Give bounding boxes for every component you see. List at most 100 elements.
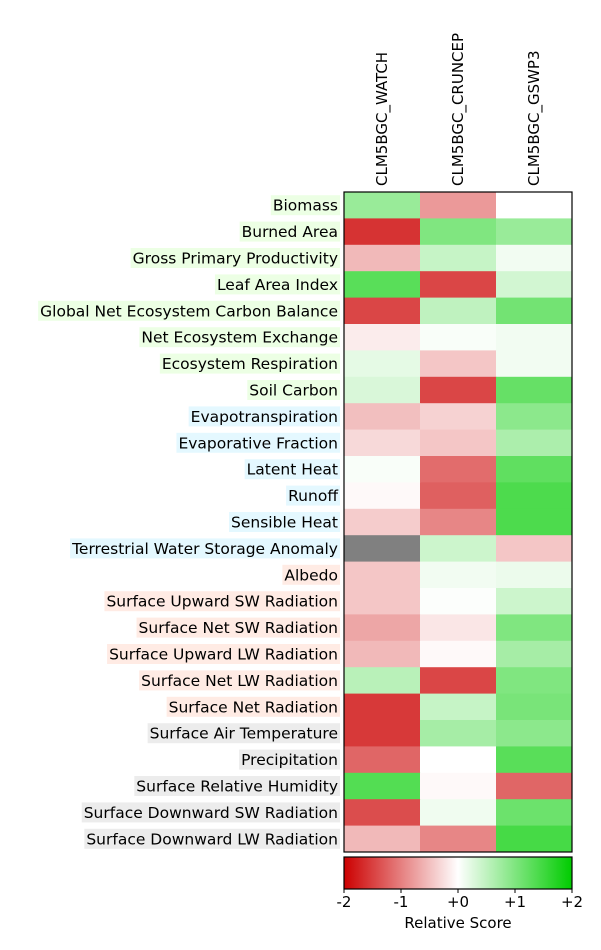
cell-evaporative-fraction-clm5bgc-watch <box>344 429 421 457</box>
row-label-background <box>214 274 340 295</box>
row-label-global-net-ecosystem-carbon-balance: Global Net Ecosystem Carbon Balance <box>38 300 340 321</box>
colorbar-tick-label: +0 <box>447 893 469 911</box>
row-label-text: Terrestrial Water Storage Anomaly <box>71 540 338 558</box>
colorbar-gradient <box>343 856 573 890</box>
cell-gross-primary-productivity-clm5bgc-gswp3 <box>496 244 573 272</box>
row-label-background <box>176 432 340 453</box>
cell-gross-primary-productivity-clm5bgc-watch <box>344 244 421 272</box>
cell-albedo-clm5bgc-watch <box>344 561 421 589</box>
cell-surface-net-lw-radiation-clm5bgc-gswp3 <box>496 667 573 694</box>
cell-surface-net-radiation-clm5bgc-gswp3 <box>496 693 573 721</box>
row-label-burned-area: Burned Area <box>239 221 340 242</box>
row-label-background <box>139 327 340 348</box>
cell-soil-carbon-clm5bgc-cruncep <box>420 376 497 404</box>
row-label-background <box>107 644 340 664</box>
cell-surface-net-sw-radiation-clm5bgc-cruncep <box>420 614 497 642</box>
cell-burned-area-clm5bgc-cruncep <box>420 218 497 246</box>
row-label-text: Surface Net LW Radiation <box>141 672 338 690</box>
row-label-background <box>282 564 340 585</box>
row-label-background <box>247 380 340 400</box>
cell-biomass-clm5bgc-cruncep <box>420 192 497 219</box>
cell-soil-carbon-clm5bgc-watch <box>344 376 421 404</box>
cell-surface-downward-sw-radiation-clm5bgc-watch <box>344 799 421 826</box>
row-label-surface-air-temperature: Surface Air Temperature <box>147 723 340 744</box>
row-label-background <box>70 538 340 559</box>
row-label-text: Leaf Area Index <box>217 276 338 294</box>
cell-evaporative-fraction-clm5bgc-cruncep <box>420 429 497 457</box>
row-label-background <box>134 776 340 796</box>
cell-biomass-clm5bgc-watch <box>344 192 421 219</box>
row-labels: Biomass Burned Area Gross Primary Producti… <box>38 195 340 849</box>
row-label-background <box>136 617 340 638</box>
cell-evapotranspiration-clm5bgc-watch <box>344 403 421 430</box>
row-label-text: Surface Relative Humidity <box>136 778 338 796</box>
row-label-surface-downward-sw-radiation: Surface Downward SW Radiation <box>81 802 340 823</box>
row-label-background <box>104 591 340 612</box>
cell-ecosystem-respiration-clm5bgc-gswp3 <box>496 350 573 378</box>
row-label-background <box>81 802 340 823</box>
heatmap-frame <box>343 191 573 853</box>
row-label-background <box>147 723 340 744</box>
row-label-background <box>239 221 340 242</box>
row-label-gross-primary-productivity: Gross Primary Productivity <box>130 248 340 268</box>
row-label-terrestrial-water-storage-anomaly: Terrestrial Water Storage Anomaly <box>70 538 340 559</box>
cell-evaporative-fraction-clm5bgc-gswp3 <box>496 429 573 457</box>
row-label-evapotranspiration: Evapotranspiration <box>188 406 340 427</box>
row-label-text: Soil Carbon <box>249 382 338 400</box>
cell-surface-downward-sw-radiation-clm5bgc-gswp3 <box>496 799 573 826</box>
cell-global-net-ecosystem-carbon-balance-clm5bgc-cruncep <box>420 297 497 325</box>
row-label-text: Surface Downward LW Radiation <box>86 830 338 848</box>
cell-leaf-area-index-clm5bgc-cruncep <box>420 271 497 298</box>
row-label-background <box>239 749 340 770</box>
cell-global-net-ecosystem-carbon-balance-clm5bgc-gswp3 <box>496 297 573 325</box>
cell-albedo-clm5bgc-gswp3 <box>496 561 573 589</box>
cell-soil-carbon-clm5bgc-gswp3 <box>496 376 573 404</box>
row-label-text: Surface Net Radiation <box>169 698 338 716</box>
row-label-background <box>270 195 340 216</box>
row-label-runoff: Runoff <box>286 485 340 506</box>
cell-surface-downward-sw-radiation-clm5bgc-cruncep <box>420 799 497 826</box>
cell-surface-net-sw-radiation-clm5bgc-watch <box>344 614 421 642</box>
row-label-net-ecosystem-exchange: Net Ecosystem Exchange <box>139 327 340 348</box>
row-label-text: Surface Downward SW Radiation <box>84 804 338 822</box>
row-label-background <box>130 248 340 268</box>
column-label-clm5bgc-cruncep: CLM5BGC_CRUNCEP <box>449 33 468 186</box>
cell-surface-upward-sw-radiation-clm5bgc-gswp3 <box>496 588 573 615</box>
cell-burned-area-clm5bgc-watch <box>344 218 421 246</box>
row-label-text: Gross Primary Productivity <box>133 250 338 268</box>
cell-surface-relative-humidity-clm5bgc-gswp3 <box>496 772 573 800</box>
row-label-text: Surface Net SW Radiation <box>139 619 338 637</box>
row-label-text: Surface Air Temperature <box>150 725 338 743</box>
row-label-text: Net Ecosystem Exchange <box>141 329 338 347</box>
row-label-text: Global Net Ecosystem Carbon Balance <box>40 302 338 320</box>
cell-net-ecosystem-exchange-clm5bgc-gswp3 <box>496 324 573 351</box>
cell-surface-air-temperature-clm5bgc-gswp3 <box>496 720 573 747</box>
cell-leaf-area-index-clm5bgc-gswp3 <box>496 271 573 298</box>
cell-ecosystem-respiration-clm5bgc-cruncep <box>420 350 497 378</box>
cell-precipitation-clm5bgc-watch <box>344 746 421 774</box>
cell-sensible-heat-clm5bgc-gswp3 <box>496 508 573 536</box>
row-label-soil-carbon: Soil Carbon <box>247 380 340 400</box>
column-labels: CLM5BGC_WATCH CLM5BGC_CRUNCEP CLM5BGC_GSWP… <box>373 33 544 186</box>
row-label-surface-upward-lw-radiation: Surface Upward LW Radiation <box>107 644 340 664</box>
cell-surface-upward-sw-radiation-clm5bgc-cruncep <box>420 588 497 615</box>
cell-terrestrial-water-storage-anomaly-clm5bgc-gswp3 <box>496 535 573 562</box>
colorbar-tick-label: +2 <box>561 893 583 911</box>
cell-evapotranspiration-clm5bgc-cruncep <box>420 403 497 430</box>
column-label-clm5bgc-gswp3: CLM5BGC_GSWP3 <box>525 50 544 186</box>
heatmap-cells <box>344 192 573 853</box>
row-label-background <box>139 670 340 691</box>
cell-terrestrial-water-storage-anomaly-clm5bgc-cruncep <box>420 535 497 562</box>
cell-runoff-clm5bgc-gswp3 <box>496 482 573 510</box>
cell-precipitation-clm5bgc-cruncep <box>420 746 497 774</box>
row-label-text: Sensible Heat <box>231 514 338 532</box>
row-label-text: Biomass <box>273 197 338 215</box>
colorbar: -2 -1 +0 +1 +2 Relative Score <box>337 856 583 932</box>
row-label-text: Evapotranspiration <box>191 408 338 426</box>
cell-terrestrial-water-storage-anomaly-clm5bgc-watch <box>344 535 421 562</box>
row-label-text: Latent Heat <box>247 461 338 479</box>
cell-biomass-clm5bgc-gswp3 <box>496 192 573 219</box>
cell-net-ecosystem-exchange-clm5bgc-watch <box>344 324 421 351</box>
row-label-text: Ecosystem Respiration <box>162 355 338 373</box>
